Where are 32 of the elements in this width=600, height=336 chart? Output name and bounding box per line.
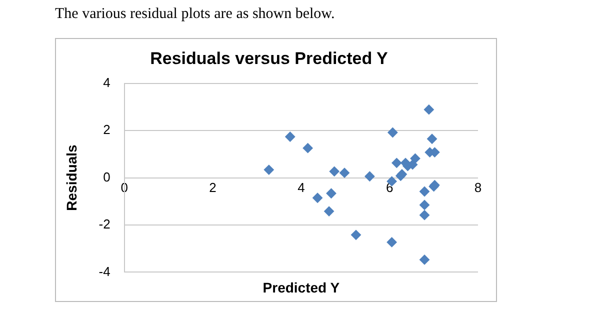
point — [302, 143, 313, 154]
point — [420, 210, 430, 220]
point — [420, 254, 430, 265]
point — [420, 200, 430, 210]
point — [350, 230, 361, 240]
x-tick-label: 8 — [474, 180, 482, 196]
point — [326, 188, 336, 198]
y-tick-label: 4 — [103, 74, 110, 90]
point — [410, 153, 420, 164]
point — [324, 206, 334, 216]
point — [264, 164, 274, 175]
x-tick-label: 2 — [209, 180, 216, 196]
point — [329, 166, 340, 176]
x-tick-label: 4 — [298, 180, 305, 196]
point — [392, 158, 402, 168]
y-axis-title: Residuals — [63, 144, 80, 211]
text: The various residual plots are as shown below. — [55, 6, 335, 23]
chart-title: Residuals versus Predicted Y — [150, 48, 389, 68]
y-tick-label: -2 — [98, 216, 110, 232]
y-tick-label: -4 — [98, 264, 110, 279]
point — [386, 237, 397, 248]
point — [427, 134, 438, 144]
point — [424, 104, 434, 115]
y-tick-label: 2 — [103, 122, 110, 138]
y-tick-label: 0 — [103, 169, 110, 184]
point — [364, 171, 375, 182]
point — [312, 192, 323, 203]
point — [285, 132, 296, 142]
point — [388, 127, 398, 138]
x-axis-title: Predicted Y — [262, 279, 340, 296]
point — [420, 186, 430, 196]
point — [340, 168, 350, 178]
